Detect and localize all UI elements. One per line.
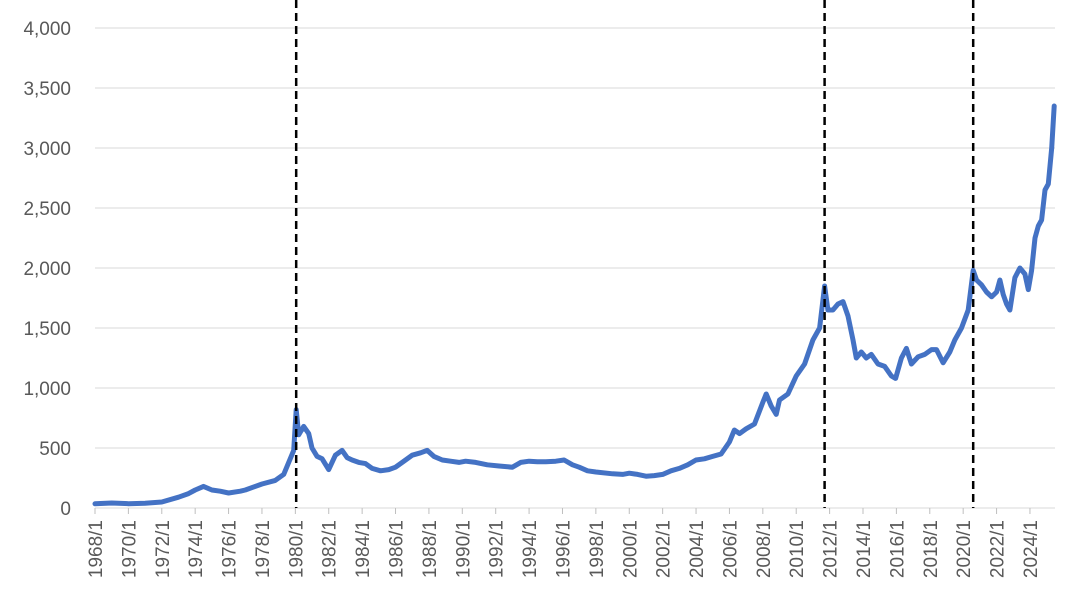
x-tick-label: 1976/1 [220, 520, 241, 578]
x-tick-label: 1980/1 [286, 520, 307, 578]
x-tick-label: 2020/1 [954, 520, 975, 578]
x-tick-label: 2000/1 [620, 520, 641, 578]
series-layer [92, 103, 1057, 507]
x-tick-label: 2004/1 [687, 520, 708, 578]
x-tick-label: 2018/1 [921, 520, 942, 578]
vertical-markers [294, 0, 975, 508]
x-tick-label: 2014/1 [854, 520, 875, 578]
x-tick-label: 1996/1 [553, 520, 574, 578]
x-tick-label: 1990/1 [453, 520, 474, 578]
y-tick-label: 3,000 [23, 139, 71, 160]
x-tick-label: 2010/1 [787, 520, 808, 578]
y-axis: 0 500 1,000 1,500 2,000 2,500 3,000 3,500 4,000 [23, 19, 71, 520]
x-tick-label: 1972/1 [153, 520, 174, 578]
x-tick-label: 1992/1 [487, 520, 508, 578]
x-tick-label: 2024/1 [1021, 520, 1042, 578]
price-series-line [92, 103, 1057, 507]
y-tick-label: 3,500 [23, 79, 71, 100]
y-tick-label: 1,500 [23, 319, 71, 340]
x-tick-label: 2008/1 [754, 520, 775, 578]
x-tick-label: 1974/1 [186, 520, 207, 578]
y-tick-label: 1,000 [23, 379, 71, 400]
x-tick-label: 1988/1 [420, 520, 441, 578]
gridlines [95, 27, 1055, 509]
x-axis: 1968/1 1970/1 1972/1 1974/1 1976/1 1978/1 1980… [86, 508, 1042, 578]
x-tick-label: 1968/1 [86, 520, 107, 578]
y-tick-label: 2,000 [23, 259, 71, 280]
x-tick-label: 2016/1 [887, 520, 908, 578]
y-tick-label: 2,500 [23, 199, 71, 220]
x-tick-label: 2002/1 [654, 520, 675, 578]
x-tick-label: 1978/1 [253, 520, 274, 578]
x-tick-label: 1998/1 [587, 520, 608, 578]
x-tick-label: 1970/1 [119, 520, 140, 578]
x-tick-label: 2006/1 [720, 520, 741, 578]
y-tick-label: 0 [60, 499, 71, 520]
x-tick-label: 2012/1 [821, 520, 842, 578]
x-tick-label: 1984/1 [353, 520, 374, 578]
y-tick-label: 500 [39, 439, 71, 460]
x-tick-label: 1986/1 [387, 520, 408, 578]
y-tick-label: 4,000 [23, 19, 71, 40]
x-tick-label: 2022/1 [988, 520, 1009, 578]
x-tick-label: 1982/1 [320, 520, 341, 578]
x-tick-label: 1994/1 [520, 520, 541, 578]
